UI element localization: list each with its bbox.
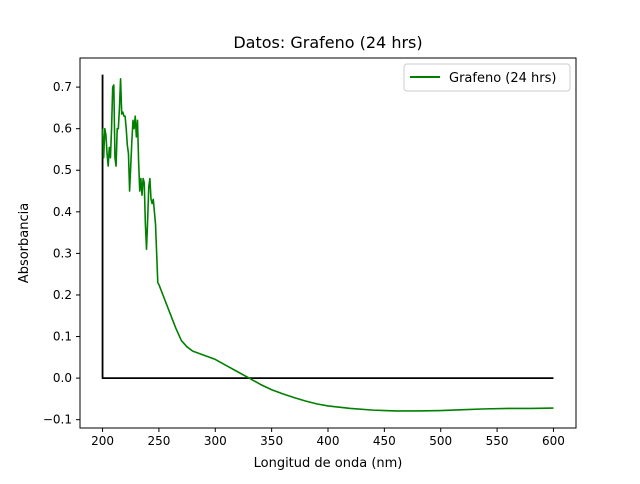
x-tick-label: 600 — [542, 434, 565, 448]
y-tick-label: 0.5 — [53, 163, 72, 177]
plot-frame — [79, 57, 577, 429]
chart-title: Datos: Grafeno (24 hrs) — [233, 33, 422, 52]
y-tick-label: 0.4 — [53, 205, 72, 219]
x-tick-label: 200 — [91, 434, 114, 448]
x-tick-label: 300 — [204, 434, 227, 448]
y-tick-label: −0.1 — [43, 413, 72, 427]
y-tick-label: 0.7 — [53, 80, 72, 94]
x-tick-label: 400 — [317, 434, 340, 448]
legend: Grafeno (24 hrs) — [403, 63, 571, 92]
legend-label: Grafeno (24 hrs) — [449, 71, 556, 86]
y-axis-label: Absorbancia — [17, 203, 32, 283]
y-tick-label: 0.3 — [53, 246, 72, 260]
x-tick-label: 500 — [429, 434, 452, 448]
x-axis-label: Longitud de onda (nm) — [254, 456, 403, 471]
x-tick-label: 550 — [486, 434, 509, 448]
y-tick-label: 0.2 — [53, 288, 72, 302]
legend-box — [403, 63, 571, 92]
y-tick-label: 0.6 — [53, 122, 72, 136]
series-line-grafeno — [101, 77, 554, 412]
x-tick-label: 350 — [260, 434, 283, 448]
x-tick-label: 450 — [373, 434, 396, 448]
x-tick-label: 250 — [147, 434, 170, 448]
y-tick-label: 0.1 — [53, 330, 72, 344]
series-line-reference — [101, 74, 554, 380]
y-tick-label: 0.0 — [53, 371, 72, 385]
